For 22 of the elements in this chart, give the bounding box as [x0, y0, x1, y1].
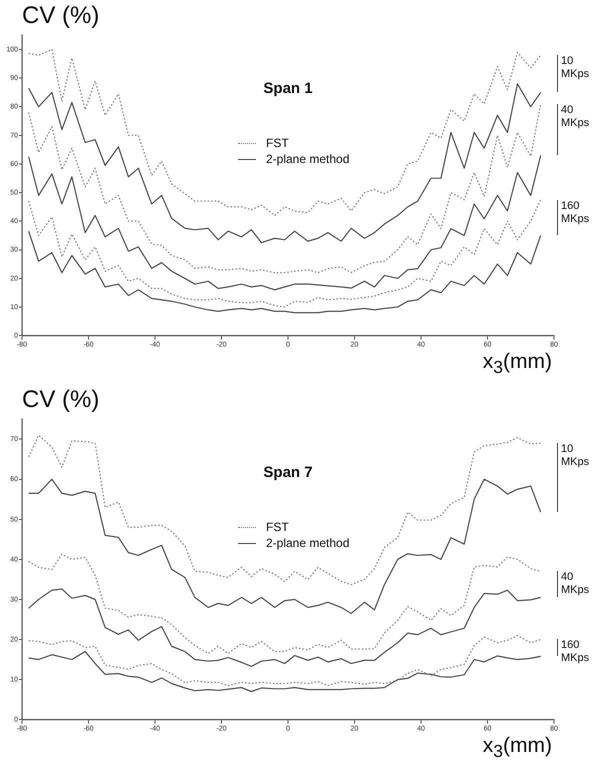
- text: 10 MKps: [561, 443, 590, 470]
- legend-label: 2-plane method: [266, 152, 350, 166]
- legend-label: 2-plane method: [266, 536, 350, 550]
- text: 160 MKps: [561, 200, 590, 226]
- line-series: [28, 434, 542, 586]
- y-axis-title: CV (%): [22, 386, 100, 414]
- text: 160 MKps: [561, 639, 590, 666]
- line-series: [28, 634, 542, 686]
- line-series: [28, 48, 542, 216]
- x-axis-title: x$_{3}$(mm): [482, 734, 552, 762]
- y-axis-title: CV (%): [22, 2, 100, 30]
- line-series: [28, 554, 542, 654]
- text: 40 MKps: [561, 571, 590, 598]
- legend-label: FST: [266, 520, 289, 534]
- legend-label: FST: [266, 136, 289, 150]
- text: Span 1: [263, 80, 313, 98]
- x-axis-title: x$_{3}$(mm): [482, 350, 552, 378]
- text: Span 7: [263, 464, 313, 482]
- text: 40 MKps: [561, 104, 590, 130]
- text: 10 MKps: [561, 55, 590, 82]
- line-series: [28, 103, 542, 274]
- line-series: [28, 199, 542, 308]
